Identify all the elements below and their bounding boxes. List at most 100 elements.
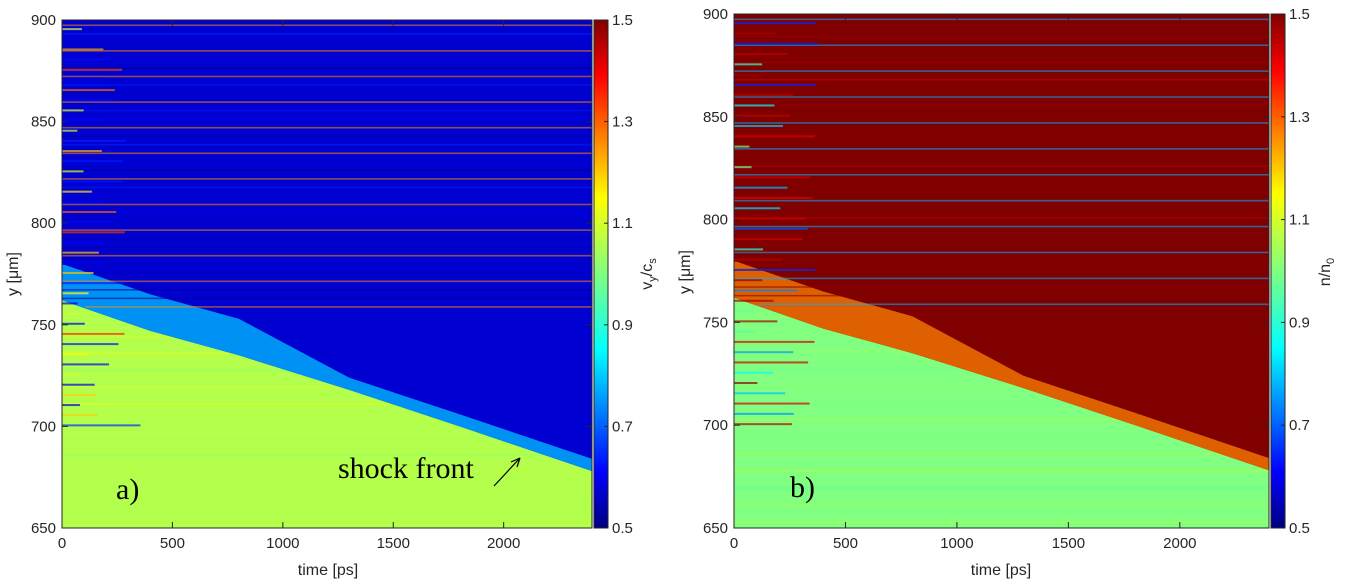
downstream-stripe [62, 178, 592, 180]
colorbar-label-main-b: n/n [1317, 264, 1334, 286]
x-tick-label: 0 [730, 535, 738, 552]
downstream-stripe [734, 156, 1269, 159]
x-tick-label: 1000 [940, 535, 973, 552]
downstream-stripe [734, 130, 1269, 133]
y-axis-label-greek-a: μ [5, 270, 22, 279]
early-streak [734, 412, 794, 415]
transition-band [62, 263, 592, 472]
colorbar-ticks-a: 0.5 0.7 0.9 1.1 1.3 1.5 [604, 12, 633, 537]
downstream-stripe [734, 217, 1269, 219]
downstream-stripe [62, 41, 592, 44]
early-streak [734, 83, 817, 86]
x-tick-label: 0 [58, 535, 66, 552]
downstream-stripe [734, 286, 1269, 288]
early-streak [62, 99, 114, 102]
x-tick-label: 2000 [487, 535, 520, 552]
upstream-streak [62, 402, 592, 406]
early-streak [62, 373, 82, 376]
upstream-streak [62, 385, 592, 389]
upstream-streak [734, 503, 1269, 507]
panel-a: 0 500 1000 1500 2000 650 700 750 800 850 900 time … [5, 12, 659, 579]
downstream-stripe [734, 225, 1269, 228]
x-tick-label: 2000 [1163, 535, 1196, 552]
downstream-stripe [734, 122, 1269, 124]
axis-ticks-b: 0 500 1000 1500 2000 650 700 750 800 850 900 [703, 6, 1269, 552]
early-streak [734, 135, 816, 138]
early-streak [734, 382, 758, 385]
downstream-stripe [734, 208, 1269, 211]
y-tick-label: 800 [703, 212, 728, 229]
early-streak [734, 114, 790, 117]
early-streak [62, 160, 123, 163]
upstream-streak [62, 470, 592, 473]
shock-front-arrow [493, 457, 521, 487]
downstream-stripe [62, 118, 592, 120]
downstream-stripe [734, 182, 1269, 185]
y-tick-label: 650 [703, 520, 728, 537]
downstream-stripe [62, 143, 592, 146]
downstream-stripe [734, 18, 1269, 21]
early-streak [734, 402, 810, 405]
early-streak [734, 268, 816, 271]
colorbar-tick-label: 0.9 [612, 317, 633, 334]
colorbar-label-a: vy/cs [639, 258, 659, 290]
downstream-stripe [734, 251, 1269, 254]
downstream-stripe [62, 126, 592, 129]
downstream-stripe [734, 243, 1269, 245]
early-streak [734, 248, 764, 251]
early-streak [62, 200, 106, 203]
colorbar-label-b: n/n0 [1317, 258, 1337, 286]
early-streak [734, 63, 763, 66]
colorbar-tick-label: 1.5 [1289, 6, 1310, 23]
early-streak [62, 383, 95, 386]
early-streak [734, 351, 794, 354]
early-streak [734, 32, 776, 35]
early-streak [62, 414, 98, 417]
upstream-streak [734, 435, 1269, 438]
y-tick-label: 650 [31, 520, 56, 537]
colorbar-tick-label: 0.5 [612, 520, 633, 537]
early-streak [734, 279, 763, 282]
y-axis-label-main-a: y [ [5, 279, 22, 296]
colorbar-label-sub1-a: y [647, 276, 659, 282]
downstream-stripe [62, 229, 592, 231]
downstream-stripe [85, 306, 592, 308]
early-streak [734, 186, 788, 189]
early-streak [734, 145, 750, 148]
downstream-stripe [62, 263, 592, 266]
early-streak [62, 343, 119, 346]
early-streak [62, 109, 84, 112]
early-streak [62, 129, 78, 132]
y-axis-label-greek-b: μ [677, 268, 694, 277]
early-streak [734, 423, 793, 426]
y-tick-label: 850 [703, 109, 728, 126]
downstream-stripe [62, 50, 592, 52]
downstream-stripe [734, 277, 1269, 280]
upstream-streak [62, 436, 592, 440]
early-streak [734, 155, 752, 158]
downstream-stripe [62, 84, 592, 86]
early-streak [734, 22, 817, 25]
x-tick-label: 1000 [266, 535, 299, 552]
colorbar-tick-label: 0.9 [1289, 314, 1310, 331]
downstream-stripe [62, 220, 592, 223]
early-streak [734, 289, 798, 292]
downstream-stripe [62, 271, 592, 274]
downstream-stripe [734, 139, 1269, 142]
downstream-stripe [62, 289, 592, 291]
early-streak [62, 68, 123, 71]
downstream-stripe [62, 92, 592, 95]
panel-label-a: a) [116, 473, 139, 506]
downstream-stripe [734, 260, 1269, 262]
early-streak [734, 371, 773, 374]
x-axis-label-a: time [ps] [298, 562, 358, 579]
downstream-stripe [734, 234, 1269, 237]
early-streak [734, 125, 783, 128]
early-streak [734, 104, 775, 107]
downstream-stripe [734, 104, 1269, 107]
y-tick-label: 850 [31, 114, 56, 131]
downstream-stripe [62, 297, 592, 300]
early-streak [734, 42, 819, 45]
